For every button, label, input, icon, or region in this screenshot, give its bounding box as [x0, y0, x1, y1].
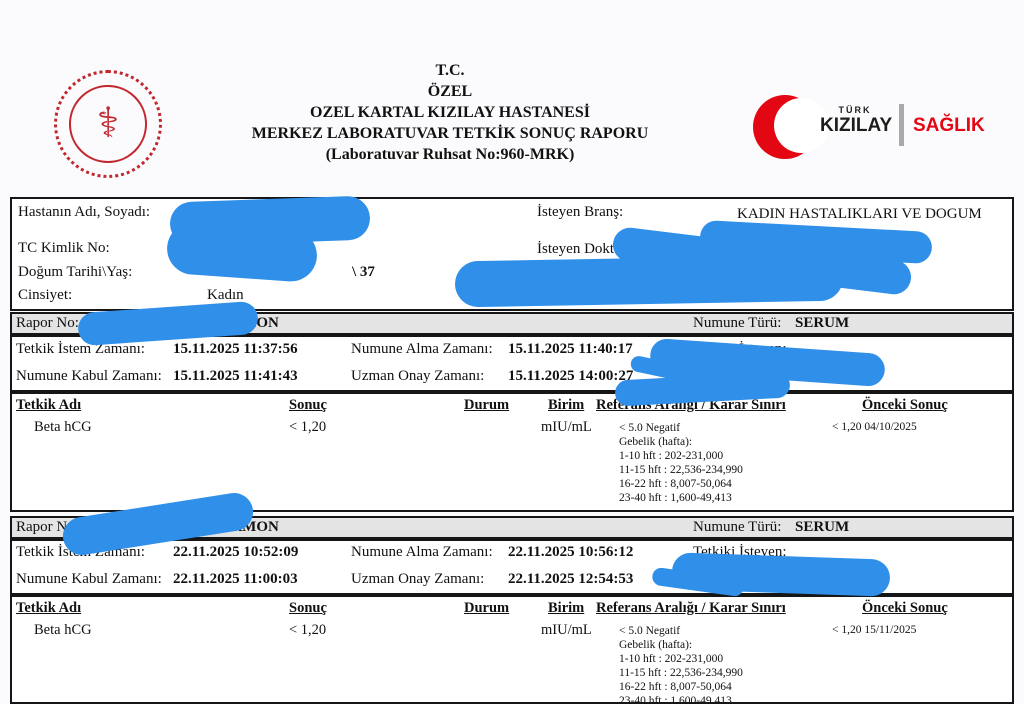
caduceus-glyph: ⚕	[96, 101, 120, 147]
test-unit-2: mIU/mL	[541, 622, 592, 638]
ref-line: 23-40 hft : 1,600-49,413	[619, 492, 732, 504]
approve-time-value-1: 15.11.2025 14:00:27	[508, 368, 634, 384]
ref-line: Gebelik (hafta):	[619, 436, 693, 448]
test-name-1: Beta hCG	[34, 419, 92, 435]
sample-type-label-2: Numune Türü:	[693, 519, 782, 535]
previous-result-1: < 1,20 04/10/2025	[832, 421, 917, 433]
order-time-value-2: 22.11.2025 10:52:09	[173, 544, 299, 560]
col-unit-2: Birim	[548, 600, 585, 616]
requesting-doctor-label: İsteyen Doktor:	[537, 241, 631, 257]
header-license: (Laboratuvar Ruhsat No:960-MRK)	[325, 146, 575, 163]
ref-line: 16-22 hft : 8,007-50,064	[619, 478, 732, 490]
header-ozel: ÖZEL	[427, 83, 473, 100]
draw-time-label-2: Numune Alma Zamanı:	[351, 544, 493, 560]
reference-range-1: < 5.0 Negatif Gebelik (hafta): 1-10 hft …	[619, 421, 743, 505]
patient-age-value: \ 37	[352, 264, 375, 280]
results-table-1: Tetkik Adı Sonuç Durum Birim Referans Ar…	[10, 392, 1014, 512]
col-result-1: Sonuç	[289, 397, 327, 413]
kizilay-logo-turk: TÜRK	[838, 105, 872, 115]
caduceus-icon: ⚕	[69, 85, 147, 163]
col-status-2: Durum	[464, 600, 510, 616]
test-unit-1: mIU/mL	[541, 419, 592, 435]
accept-time-label-2: Numune Kabul Zamanı:	[16, 571, 162, 587]
report-no-label-1: Rapor No:	[16, 315, 79, 331]
report-bar-1: Rapor No: HORMON Numune Türü: SERUM	[10, 312, 1014, 335]
test-name-2: Beta hCG	[34, 622, 92, 638]
patient-name-label: Hastanın Adı, Soyadı:	[18, 204, 151, 220]
patient-tcid-label: TC Kimlik No:	[18, 240, 110, 256]
kizilay-crescent-cut	[774, 98, 829, 153]
accept-time-value-2: 22.11.2025 11:00:03	[173, 571, 298, 587]
col-test-name-2: Tetkik Adı	[16, 600, 82, 616]
approve-time-label-1: Uzman Onay Zamanı:	[351, 368, 485, 384]
ref-line: 1-10 hft : 202-231,000	[619, 450, 724, 462]
order-time-label-1: Tetkik İstem Zamanı:	[16, 341, 145, 357]
redaction-scribble-patient-id	[165, 220, 319, 284]
col-status-1: Durum	[464, 397, 510, 413]
results-table-2: Tetkik Adı Sonuç Durum Birim Referans Ar…	[10, 595, 1014, 704]
col-test-name-1: Tetkik Adı	[16, 397, 82, 413]
ref-line: 23-40 hft : 1,600-49,413	[619, 695, 732, 704]
ref-line: 11-15 hft : 22,536-234,990	[619, 464, 743, 476]
patient-sex-label: Cinsiyet:	[18, 287, 73, 303]
accept-time-label-1: Numune Kabul Zamanı:	[16, 368, 162, 384]
order-time-value-1: 15.11.2025 11:37:56	[173, 341, 298, 357]
report-header: T.C. ÖZEL OZEL KARTAL KIZILAY HASTANESİ …	[110, 60, 790, 165]
sample-type-value-2: SERUM	[795, 519, 850, 535]
header-hospital-name: OZEL KARTAL KIZILAY HASTANESİ	[310, 104, 590, 121]
draw-time-value-2: 22.11.2025 10:56:12	[508, 544, 634, 560]
draw-time-value-1: 15.11.2025 11:40:17	[508, 341, 633, 357]
sample-type-label-1: Numune Türü:	[693, 315, 782, 331]
patient-sex-value: Kadın	[207, 287, 244, 303]
requesting-branch-label: İsteyen Branş:	[537, 204, 624, 220]
ref-line: 16-22 hft : 8,007-50,064	[619, 681, 732, 693]
header-report-title: MERKEZ LABORATUVAR TETKİK SONUÇ RAPORU	[251, 125, 649, 142]
previous-result-2: < 1,20 15/11/2025	[832, 624, 917, 636]
header-tc: T.C.	[435, 62, 465, 79]
ref-line: < 5.0 Negatif	[619, 625, 681, 637]
col-previous-2: Önceki Sonuç	[862, 600, 948, 616]
requesting-branch-value: KADIN HASTALIKLARI VE DOGUM	[737, 206, 982, 222]
ministry-of-health-seal	[54, 70, 162, 178]
kizilay-logo-kizilay: KIZILAY	[820, 115, 893, 136]
test-result-2: < 1,20	[289, 622, 327, 638]
ref-line: 1-10 hft : 202-231,000	[619, 653, 724, 665]
ref-line: Gebelik (hafta):	[619, 639, 693, 651]
col-reference-2: Referans Aralığı / Karar Sınırı	[596, 600, 786, 616]
col-unit-1: Birim	[548, 397, 585, 413]
kizilay-logo-saglik: SAĞLIK	[913, 115, 985, 136]
approve-time-value-2: 22.11.2025 12:54:53	[508, 571, 634, 587]
col-previous-1: Önceki Sonuç	[862, 397, 948, 413]
col-result-2: Sonuç	[289, 600, 327, 616]
ref-line: 11-15 hft : 22,536-234,990	[619, 667, 743, 679]
accept-time-value-1: 15.11.2025 11:41:43	[173, 368, 298, 384]
draw-time-label-1: Numune Alma Zamanı:	[351, 341, 493, 357]
approve-time-label-2: Uzman Onay Zamanı:	[351, 571, 485, 587]
redaction-scribble-protocol	[454, 254, 844, 308]
sample-type-value-1: SERUM	[795, 315, 850, 331]
kizilay-logo-divider	[899, 104, 904, 146]
test-result-1: < 1,20	[289, 419, 327, 435]
ref-line: < 5.0 Negatif	[619, 422, 681, 434]
patient-birth-label: Doğum Tarihi\Yaş:	[18, 264, 133, 280]
reference-range-2: < 5.0 Negatif Gebelik (hafta): 1-10 hft …	[619, 624, 743, 704]
